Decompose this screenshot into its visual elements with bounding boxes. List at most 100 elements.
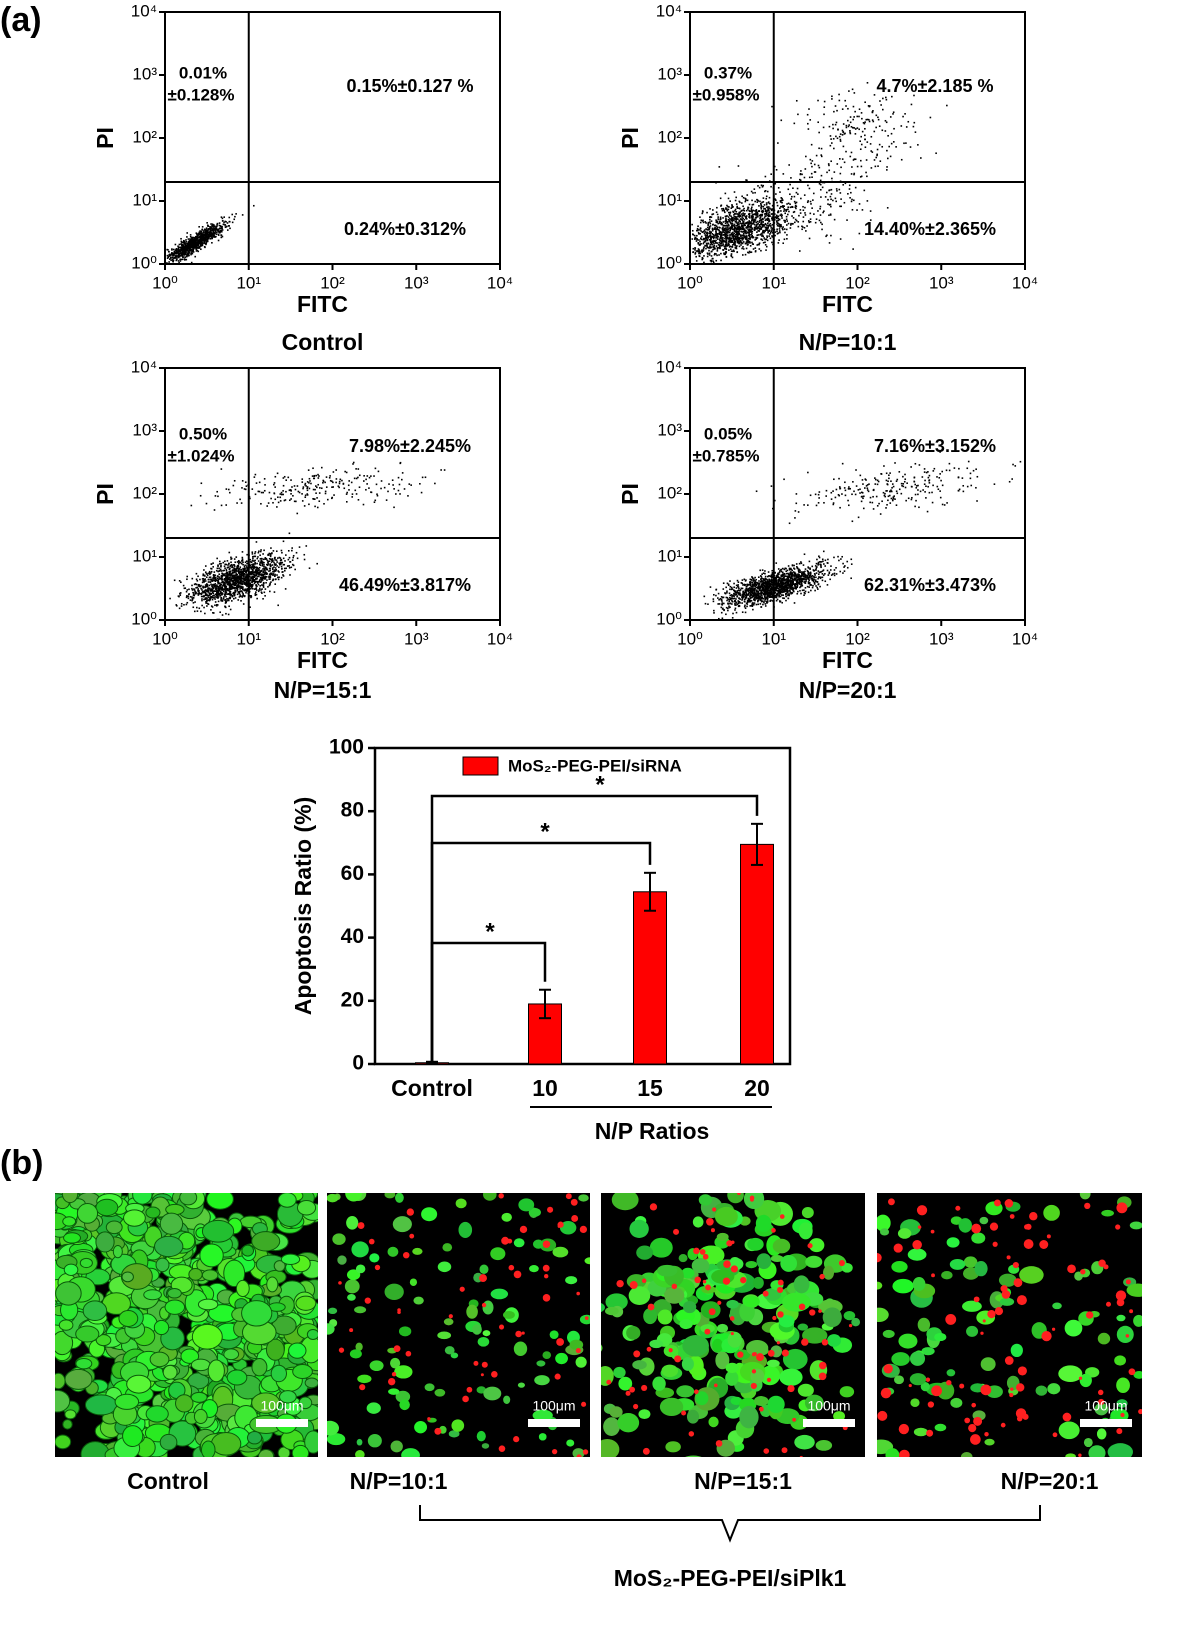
event-dot	[384, 487, 386, 489]
event-dot	[765, 219, 767, 221]
event-dot	[294, 501, 296, 503]
event-dot	[864, 128, 866, 130]
event-dot	[276, 506, 278, 508]
event-dot	[191, 585, 193, 587]
event-dot	[741, 248, 743, 250]
event-dot	[207, 595, 209, 597]
event-dot	[763, 201, 765, 203]
event-dot	[278, 566, 280, 568]
event-dot	[206, 605, 208, 607]
event-dot	[861, 144, 863, 146]
event-dot	[705, 240, 707, 242]
event-dot	[277, 570, 279, 572]
event-dot	[313, 489, 315, 491]
event-dot	[830, 569, 832, 571]
event-dot	[782, 242, 784, 244]
event-dot	[280, 500, 282, 502]
event-dot	[743, 197, 745, 199]
event-dot	[178, 250, 180, 252]
event-dot	[732, 613, 734, 615]
event-dot	[245, 481, 247, 483]
event-dot	[731, 225, 733, 227]
event-dot	[764, 600, 766, 602]
event-dot	[211, 571, 213, 573]
event-dot	[718, 247, 720, 249]
event-dot	[721, 223, 723, 225]
event-dot	[208, 234, 210, 236]
event-dot	[208, 579, 210, 581]
event-dot	[811, 173, 813, 175]
event-dot	[181, 253, 183, 255]
event-dot	[735, 608, 737, 610]
event-dot	[743, 238, 745, 240]
event-dot	[776, 169, 778, 171]
event-dot	[705, 228, 707, 230]
event-dot	[225, 613, 227, 615]
event-dot	[376, 484, 378, 486]
event-dot	[377, 495, 379, 497]
event-dot	[246, 565, 248, 567]
event-dot	[305, 483, 307, 485]
event-dot	[825, 196, 827, 198]
event-dot	[792, 223, 794, 225]
event-dot	[226, 574, 228, 576]
event-dot	[715, 242, 717, 244]
event-dot	[731, 250, 733, 252]
event-dot	[829, 204, 831, 206]
event-dot	[864, 101, 866, 103]
event-dot	[237, 561, 239, 563]
event-dot	[221, 505, 223, 507]
event-dot	[753, 248, 755, 250]
event-dot	[228, 600, 230, 602]
event-dot	[751, 216, 753, 218]
event-dot	[210, 581, 212, 583]
event-dot	[711, 244, 713, 246]
event-dot	[755, 210, 757, 212]
event-dot	[206, 598, 208, 600]
event-dot	[273, 566, 275, 568]
event-dot	[823, 127, 825, 129]
event-dot	[168, 251, 170, 253]
y-tick-label: 10³	[657, 64, 682, 83]
event-dot	[719, 242, 721, 244]
event-dot	[293, 555, 295, 557]
event-dot	[232, 570, 234, 572]
event-dot	[879, 144, 881, 146]
event-dot	[819, 208, 821, 210]
x-tick-label: 10⁴	[1012, 273, 1038, 292]
event-dot	[697, 229, 699, 231]
event-dot	[223, 224, 225, 226]
event-dot	[722, 243, 724, 245]
event-dot	[244, 583, 246, 585]
event-dot	[269, 565, 271, 567]
event-dot	[192, 237, 194, 239]
event-dot	[838, 94, 840, 96]
event-dot	[853, 174, 855, 176]
event-dot	[273, 550, 275, 552]
event-dot	[703, 596, 705, 598]
event-dot	[264, 490, 266, 492]
event-dot	[746, 248, 748, 250]
event-dot	[176, 255, 178, 257]
event-dot	[251, 562, 253, 564]
event-dot	[229, 577, 231, 579]
event-dot	[754, 227, 756, 229]
event-dot	[698, 251, 700, 253]
event-dot	[735, 231, 737, 233]
event-dot	[788, 203, 790, 205]
event-dot	[203, 596, 205, 598]
event-dot	[771, 106, 773, 108]
event-dot	[741, 210, 743, 212]
event-dot	[817, 100, 819, 102]
event-dot	[700, 243, 702, 245]
event-dot	[233, 218, 235, 220]
event-dot	[733, 219, 735, 221]
event-dot	[886, 99, 888, 101]
event-dot	[327, 499, 329, 501]
event-dot	[217, 575, 219, 577]
event-dot	[295, 489, 297, 491]
event-dot	[238, 563, 240, 565]
event-dot	[365, 489, 367, 491]
event-dot	[224, 560, 226, 562]
event-dot	[297, 485, 299, 487]
